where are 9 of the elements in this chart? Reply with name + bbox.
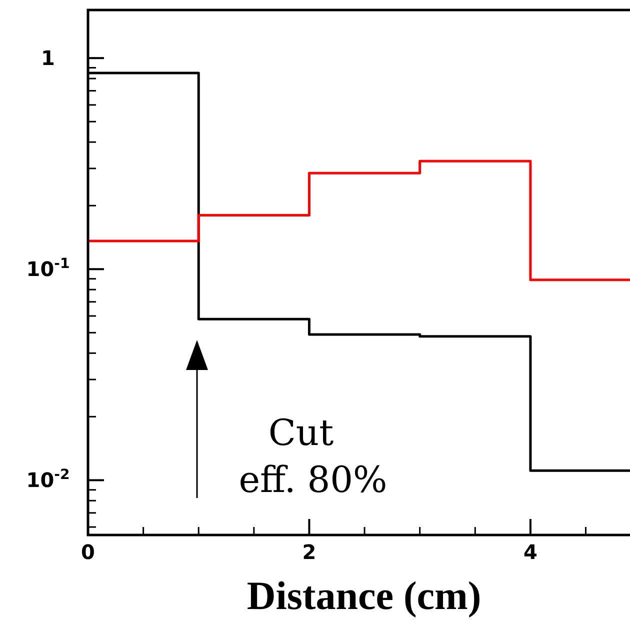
annotation: eff. 80% [238,460,388,501]
x-tick-label: 0 [81,540,95,564]
annotation: Cut [268,413,334,454]
x-tick-label: 2 [302,540,316,564]
y-tick-label: 10$^{-2}$ [26,467,70,492]
x-axis-title: Distance (cm) [246,573,482,618]
y-tick-label: 1 [41,46,55,70]
x-tick-label: 4 [523,540,538,564]
y-tick-label: 10$^{-1}$ [26,256,70,282]
